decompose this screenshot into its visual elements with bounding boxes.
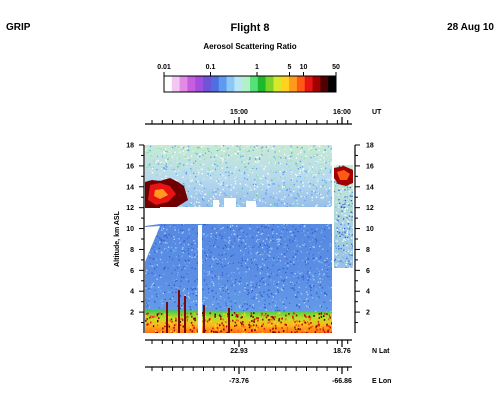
altitude-tick-label-right: 12 [366, 205, 374, 212]
flight-title: Flight 8 [230, 22, 270, 34]
colorbar-swatch [226, 76, 235, 92]
colorbar-swatch [171, 76, 181, 92]
aerosol-speckle [145, 145, 332, 315]
latitude-axis: 22.93 18.76 N Lat [145, 339, 390, 355]
time-axis-label: UT [372, 109, 382, 116]
altitude-axis-label: Altitude, km ASL [114, 210, 121, 266]
altitude-tick-label-left: 6 [130, 268, 134, 275]
time-axis: 15:00 16:00 UT [145, 109, 382, 125]
colorbar-swatch [320, 76, 329, 92]
missing-data-wedge [145, 226, 160, 262]
colorbar-tick-label: 0.01 [157, 64, 171, 71]
altitude-tick-label-left: 2 [130, 310, 134, 317]
lon-axis-label: E Lon [372, 378, 391, 385]
colorbar-swatch [296, 76, 306, 92]
colorbar-tick-label: 10 [300, 64, 308, 71]
colorbar-swatch [281, 76, 290, 92]
colorbar-title: Aerosol Scattering Ratio [203, 42, 297, 51]
altitude-tick-label-left: 14 [126, 184, 134, 191]
altitude-tick-label-left: 12 [126, 205, 134, 212]
colorbar-swatch [242, 76, 251, 92]
colorbar-swatch [187, 76, 196, 92]
longitude-axis: -73.76 -66.86 E Lon [145, 366, 391, 385]
time-tick-label-1500: 15:00 [230, 109, 248, 116]
colorbar-swatch [250, 76, 259, 92]
mission-label: GRIP [6, 22, 31, 33]
altitude-tick-label-left: 4 [130, 289, 134, 296]
colorbar-swatch [210, 76, 220, 92]
colorbar-swatch [328, 76, 337, 92]
altitude-tick-label-right: 16 [366, 163, 374, 170]
altitude-tick-label-right: 4 [366, 289, 370, 296]
lat-tick-label-1: 22.93 [230, 348, 248, 355]
missing-data-column [198, 225, 202, 333]
colorbar-tick-label: 1 [255, 64, 259, 71]
latitude-axis-minor-ticks [151, 340, 349, 344]
colorbar-swatch [289, 76, 298, 92]
colorbar-swatch [164, 76, 173, 92]
colorbar-swatch [218, 76, 227, 92]
altitude-tick-label-right: 18 [366, 143, 374, 150]
altitude-tick-label-left: 10 [126, 226, 134, 233]
colorbar-swatch [273, 76, 282, 92]
altitude-tick-label-left: 16 [126, 163, 134, 170]
colorbar-swatch [234, 76, 243, 92]
colorbar-swatch [179, 76, 188, 92]
altitude-tick-label-right: 8 [366, 247, 370, 254]
altitude-tick-label-right: 10 [366, 226, 374, 233]
colorbar-tick-label: 50 [332, 64, 340, 71]
colorbar-swatch [195, 76, 204, 92]
time-axis-minor-ticks [151, 120, 349, 124]
colorbar-swatch [265, 76, 274, 92]
colorbar-tick-label: 0.1 [206, 64, 216, 71]
colorbar-tick-label: 5 [288, 64, 292, 71]
backscatter-curtain [145, 145, 353, 333]
altitude-axis-left: 2 4 6 8 10 12 14 16 18 [126, 143, 145, 333]
longitude-axis-minor-ticks [151, 367, 349, 371]
colorbar-swatch [257, 76, 267, 92]
lat-axis-label: N Lat [372, 348, 390, 355]
lon-tick-label-1: -73.76 [229, 378, 249, 385]
altitude-tick-label-left: 18 [126, 143, 134, 150]
altitude-tick-label-right: 14 [366, 184, 374, 191]
altitude-axis-right: 2 4 6 8 10 12 14 16 18 [354, 143, 374, 333]
colorbar [163, 75, 337, 93]
altitude-tick-label-right: 6 [366, 268, 370, 275]
aircraft-level-gap [160, 207, 332, 224]
lat-tick-label-2: 18.76 [333, 348, 351, 355]
altitude-tick-label-right: 2 [366, 310, 370, 317]
time-tick-label-1600: 16:00 [333, 109, 351, 116]
lon-tick-label-2: -66.86 [332, 378, 352, 385]
colorbar-swatch [312, 76, 321, 92]
colorbar-ticks: 0.01 0.1 1 5 10 50 [157, 64, 340, 76]
colorbar-frame [163, 75, 337, 93]
colorbar-swatch [304, 76, 313, 92]
boundary-layer-plumes [145, 290, 332, 333]
colorbar-swatch [203, 76, 212, 92]
date-label: 28 Aug 10 [447, 22, 494, 33]
altitude-tick-label-left: 8 [130, 247, 134, 254]
